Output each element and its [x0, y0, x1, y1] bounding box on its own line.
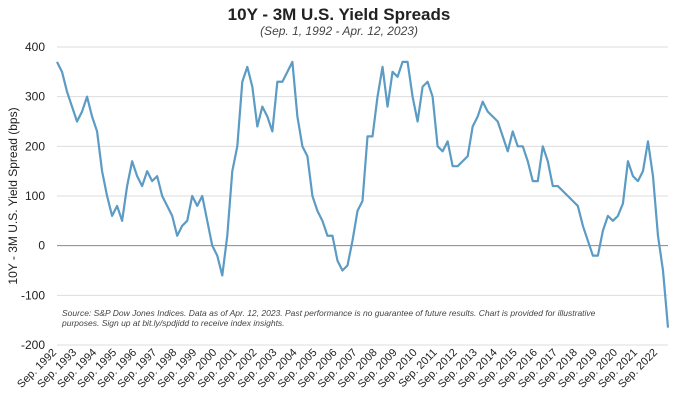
y-tick-label: -100: [21, 288, 45, 302]
source-note: Source: S&P Dow Jones Indices. Data as o…: [62, 308, 596, 328]
y-tick-label: 0: [38, 239, 45, 253]
chart-subtitle: (Sep. 1, 1992 - Apr. 12, 2023): [260, 24, 418, 38]
spread-line: [56, 60, 670, 328]
y-tick-label: 100: [25, 189, 45, 203]
y-axis-label: 10Y - 3M U.S. Yield Spread (bps): [6, 107, 20, 284]
y-tick-label: -200: [21, 338, 45, 352]
y-tick-label: 200: [25, 139, 45, 153]
chart-title: 10Y - 3M U.S. Yield Spreads: [228, 5, 451, 24]
y-tick-label: 300: [25, 90, 45, 104]
y-tick-label: 400: [25, 40, 45, 54]
